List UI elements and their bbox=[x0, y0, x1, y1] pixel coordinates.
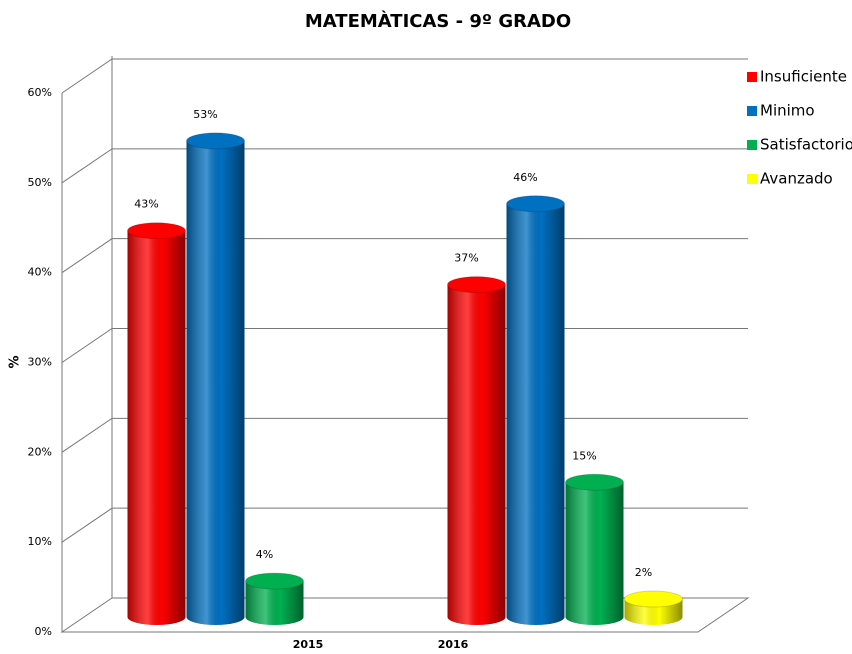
y-tick-label: 50% bbox=[28, 176, 52, 189]
x-tick-label: 2015 bbox=[293, 638, 324, 651]
bar-top bbox=[624, 590, 683, 608]
y-tick-label: 30% bbox=[28, 356, 52, 369]
y-tick-label: 40% bbox=[28, 266, 52, 279]
chart-title: MATEMÀTICAS - 9º GRADO bbox=[305, 10, 571, 32]
value-label: 43% bbox=[134, 198, 158, 211]
bar-top bbox=[565, 473, 624, 491]
value-label: 37% bbox=[454, 252, 478, 265]
value-label: 4% bbox=[256, 548, 273, 561]
bar-shade bbox=[565, 482, 624, 617]
legend-swatch bbox=[747, 174, 757, 184]
legend-label: Insuficiente bbox=[760, 68, 847, 86]
value-label: 53% bbox=[193, 108, 217, 121]
bar-top bbox=[127, 222, 186, 240]
value-label: 46% bbox=[513, 171, 537, 184]
bar-shade bbox=[186, 140, 245, 617]
bar-shade bbox=[506, 203, 565, 617]
bar-shade bbox=[447, 284, 506, 617]
legend-swatch bbox=[747, 72, 757, 82]
grid-line bbox=[61, 148, 748, 184]
y-tick-label: 0% bbox=[35, 625, 52, 638]
bar-top bbox=[245, 572, 304, 590]
legend-label: Satisfactorio bbox=[760, 136, 852, 154]
legend-swatch bbox=[747, 106, 757, 116]
grid-line bbox=[61, 58, 748, 94]
value-label: 2% bbox=[635, 566, 652, 579]
y-tick-label: 10% bbox=[28, 535, 52, 548]
value-label: 15% bbox=[572, 449, 596, 462]
y-axis-label: % bbox=[8, 355, 23, 368]
legend-label: Avanzado bbox=[760, 170, 833, 188]
x-tick-label: 2016 bbox=[438, 638, 469, 651]
bar-shade bbox=[127, 230, 186, 617]
y-tick-label: 20% bbox=[28, 445, 52, 458]
bar-top bbox=[447, 276, 506, 294]
legend-label: Minimo bbox=[760, 102, 815, 120]
legend-swatch bbox=[747, 140, 757, 150]
y-tick-label: 60% bbox=[28, 86, 52, 99]
bar-top bbox=[186, 132, 245, 150]
bar-top bbox=[506, 195, 565, 213]
